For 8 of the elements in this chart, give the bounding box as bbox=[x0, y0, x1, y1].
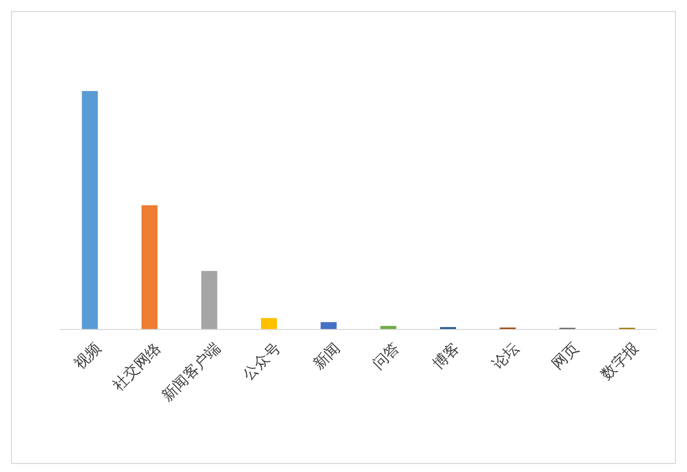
x-tick-label: 数字报 bbox=[597, 339, 642, 384]
x-tick-label: 问答 bbox=[369, 339, 404, 373]
x-tick-label: 公众号 bbox=[239, 339, 284, 384]
x-tick-label: 新闻 bbox=[309, 339, 344, 373]
x-tick-label: 网页 bbox=[548, 339, 582, 373]
x-tick-label: 视频 bbox=[70, 339, 105, 373]
x-tick-label: 博客 bbox=[428, 339, 463, 373]
x-tick-label: 论坛 bbox=[488, 339, 522, 373]
